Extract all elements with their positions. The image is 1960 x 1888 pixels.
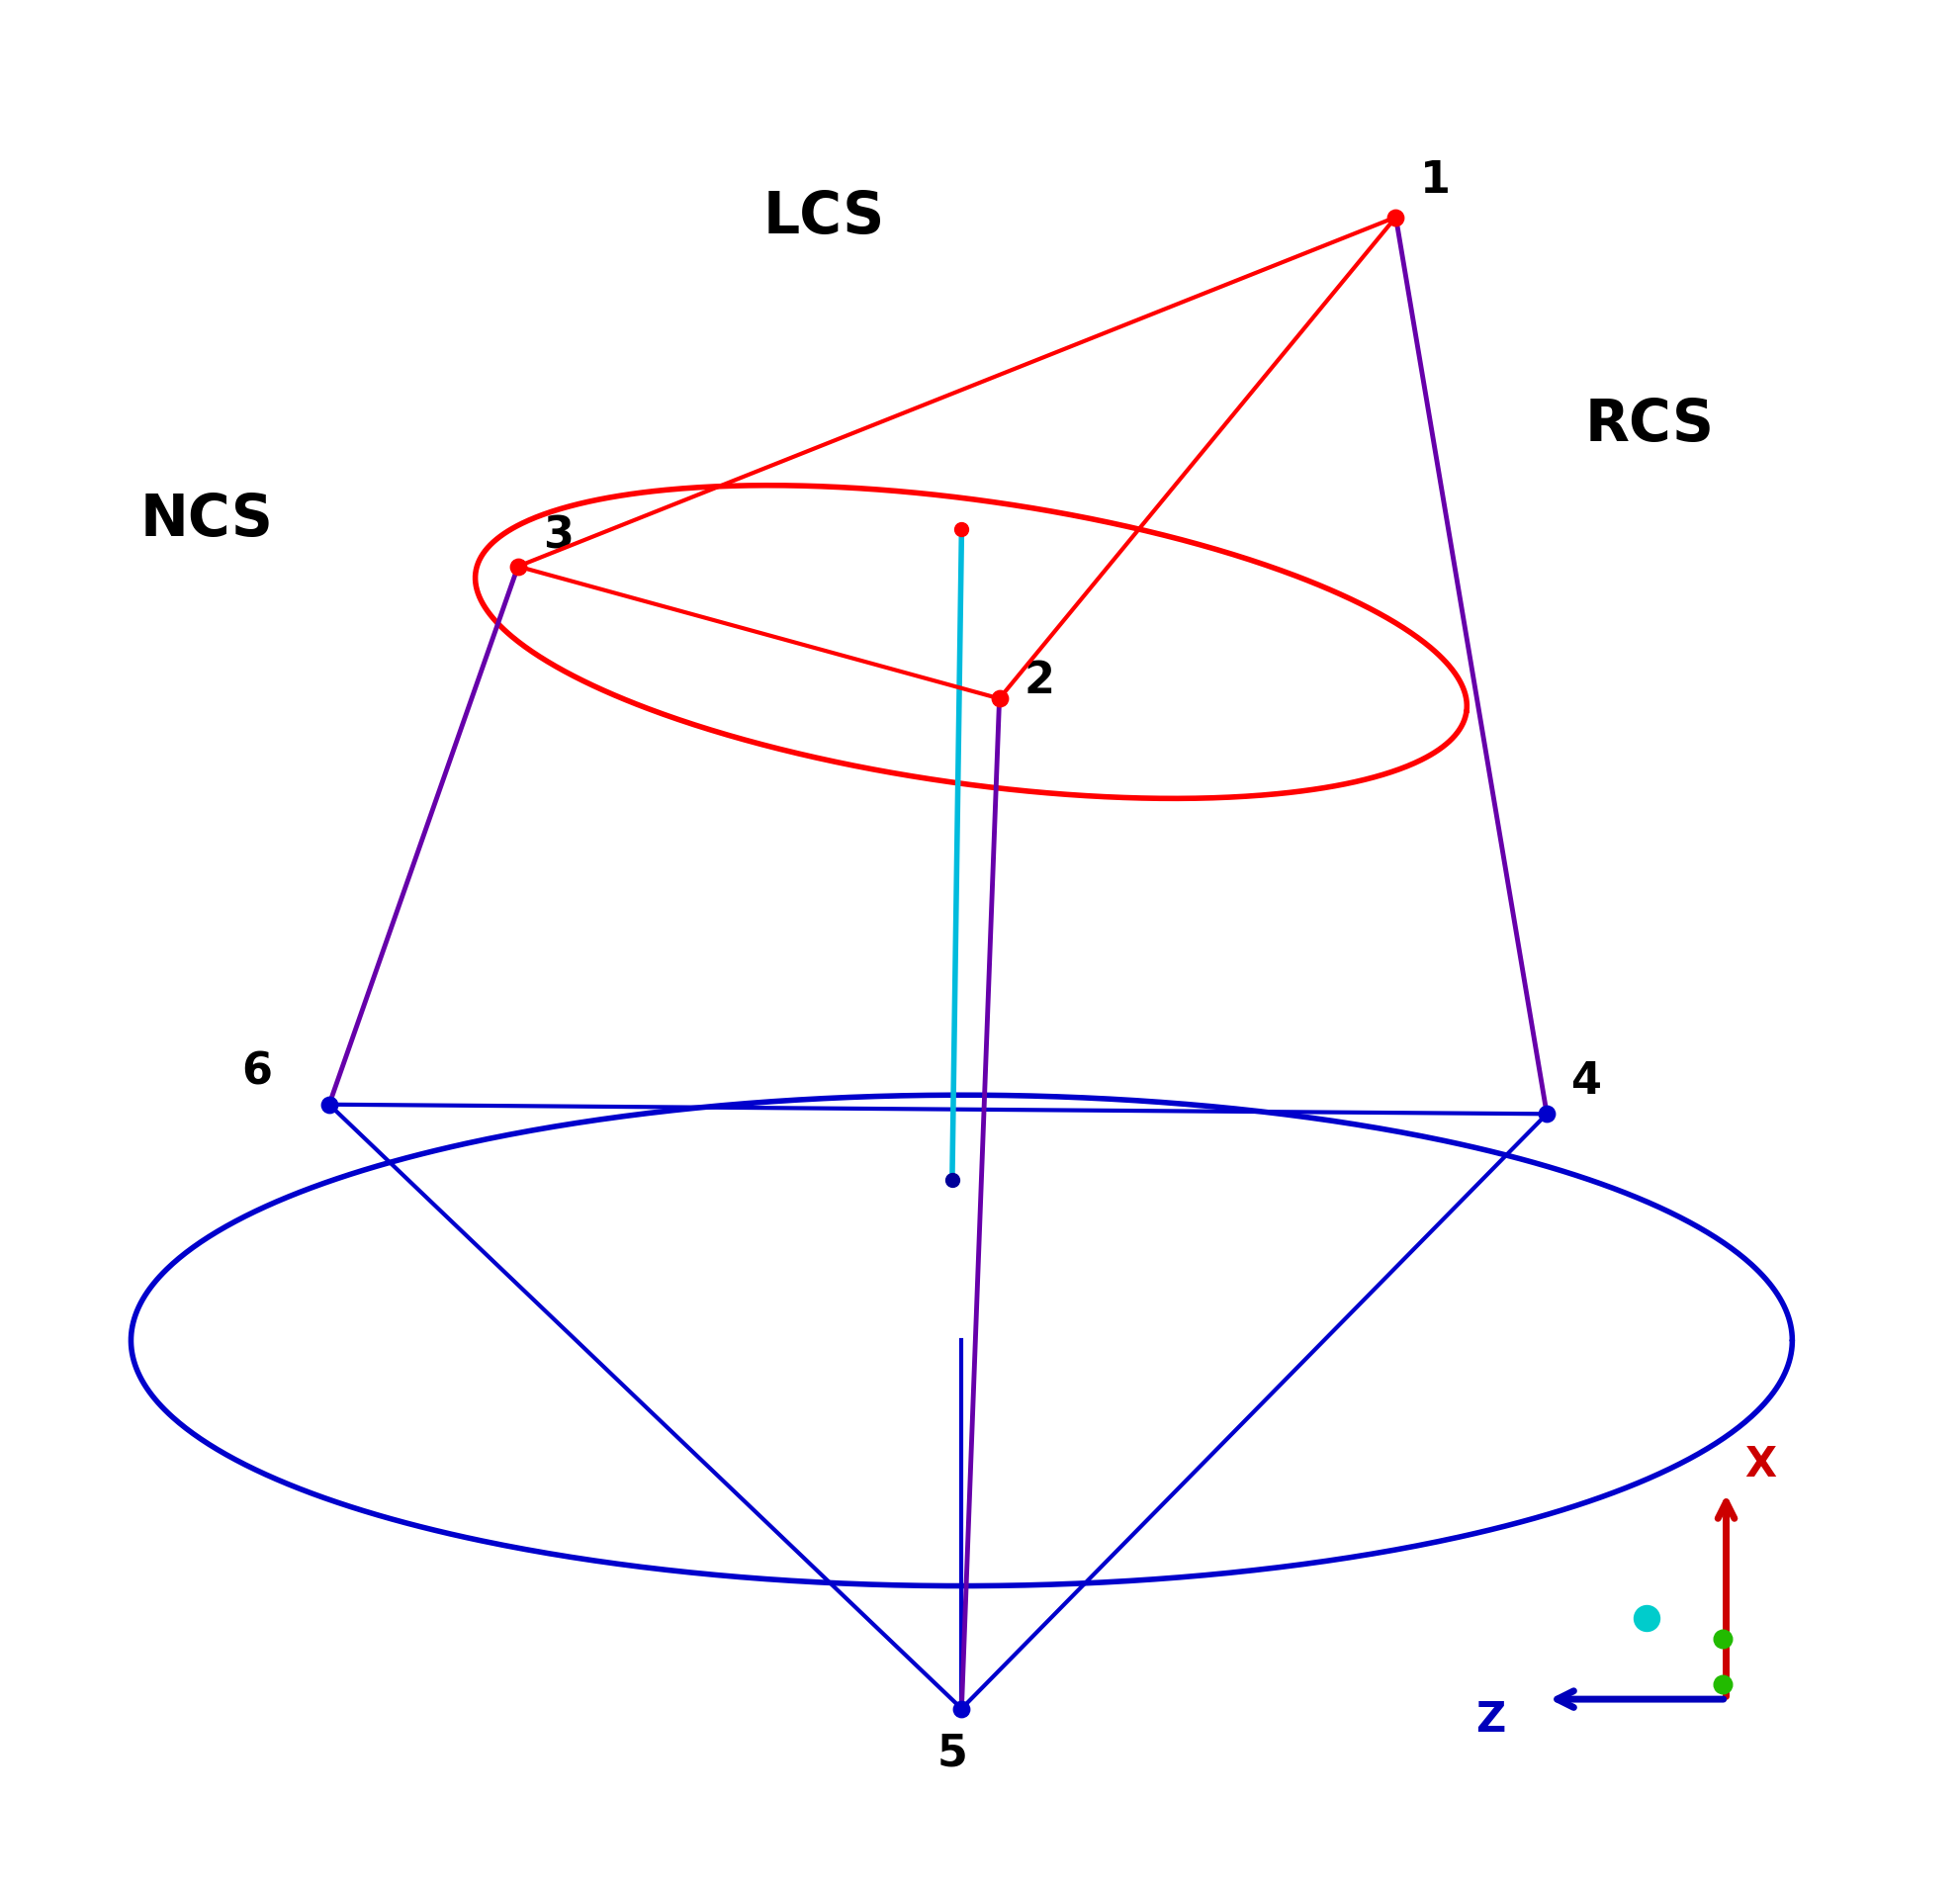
Text: 2: 2 — [1023, 659, 1054, 702]
Point — [1631, 1603, 1662, 1633]
Text: 3: 3 — [543, 514, 572, 557]
Point — [1380, 202, 1411, 232]
Text: NCS: NCS — [141, 491, 274, 548]
Point — [1705, 1669, 1737, 1699]
Point — [937, 1165, 968, 1195]
Text: X: X — [1744, 1444, 1776, 1486]
Point — [314, 1089, 345, 1120]
Text: LCS: LCS — [762, 189, 884, 245]
Text: 6: 6 — [241, 1050, 272, 1093]
Point — [945, 1694, 976, 1724]
Text: 5: 5 — [937, 1731, 966, 1775]
Text: 1: 1 — [1419, 159, 1450, 202]
Text: Z: Z — [1474, 1699, 1503, 1741]
Text: RCS: RCS — [1584, 396, 1713, 453]
Point — [984, 683, 1015, 714]
Point — [1531, 1099, 1562, 1129]
Point — [502, 551, 533, 582]
Text: 4: 4 — [1570, 1059, 1601, 1103]
Point — [1705, 1624, 1737, 1654]
Point — [945, 514, 976, 544]
